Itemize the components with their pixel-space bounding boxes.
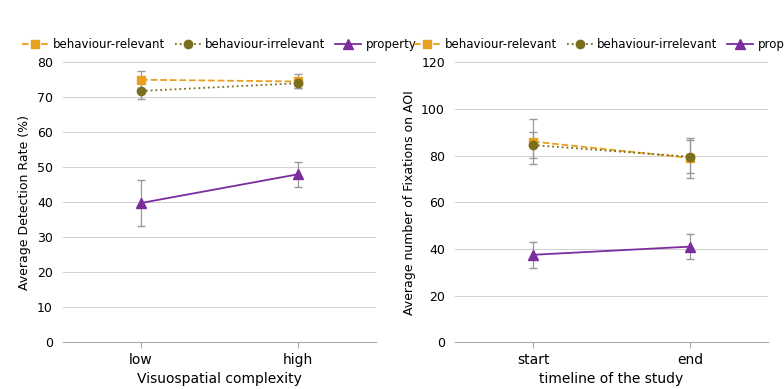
Legend: behaviour-relevant, behaviour-irrelevant, property: behaviour-relevant, behaviour-irrelevant… xyxy=(22,38,417,51)
X-axis label: Visuospatial complexity: Visuospatial complexity xyxy=(137,372,302,386)
Y-axis label: Average Detection Rate (%): Average Detection Rate (%) xyxy=(19,115,31,290)
Y-axis label: Average number of Fixations on AOI: Average number of Fixations on AOI xyxy=(402,90,416,315)
X-axis label: timeline of the study: timeline of the study xyxy=(539,372,684,386)
Legend: behaviour-relevant, behaviour-irrelevant, property: behaviour-relevant, behaviour-irrelevant… xyxy=(414,38,784,51)
